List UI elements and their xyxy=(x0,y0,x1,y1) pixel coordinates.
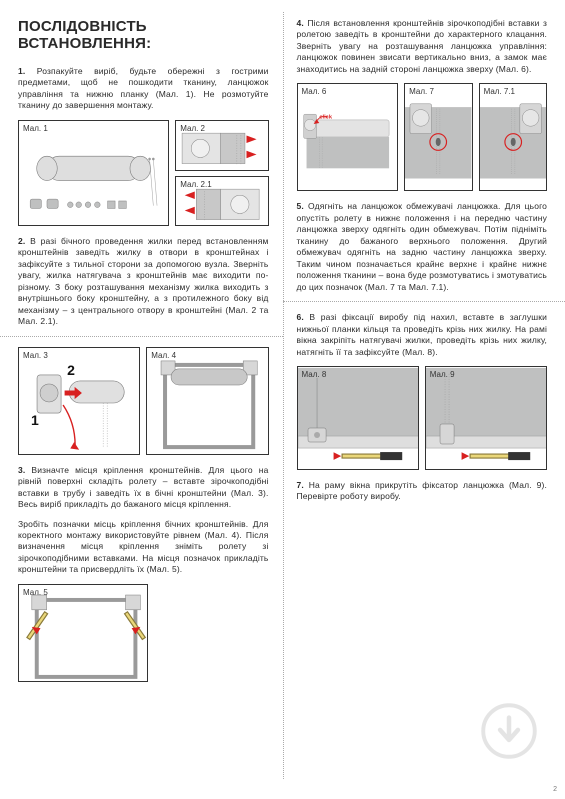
figure-8: Мал. 8 xyxy=(297,366,419,470)
page-number: 2 xyxy=(553,786,557,793)
fig-label: Мал. 9 xyxy=(430,370,455,379)
fig-label: Мал. 4 xyxy=(151,351,176,360)
figure-6: Мал. 6 click xyxy=(297,83,399,191)
fig-label: Мал. 2 xyxy=(180,124,205,133)
watermark-icon xyxy=(481,703,537,759)
step-2-text: 2. В разі бічного проведення жилки перед… xyxy=(18,236,269,328)
figure-4: Мал. 4 xyxy=(146,347,268,455)
fig-label: Мал. 5 xyxy=(23,588,48,597)
fig-label: Мал. 3 xyxy=(23,351,48,360)
fig-label: Мал. 8 xyxy=(302,370,327,379)
svg-text:click: click xyxy=(319,115,332,121)
figure-5: Мал. 5 xyxy=(18,584,148,682)
svg-text:2: 2 xyxy=(67,362,75,378)
figure-9: Мал. 9 xyxy=(425,366,547,470)
fig-label: Мал. 7 xyxy=(409,87,434,96)
step-7-text: 7. На раму вікна прикрутіть фіксатор лан… xyxy=(297,480,548,503)
fig-label: Мал. 2.1 xyxy=(180,180,211,189)
step-3b-text: Зробіть позначки місць кріплення бічних … xyxy=(18,519,269,576)
fig-label: Мал. 1 xyxy=(23,124,48,133)
step-4-text: 4. Після встановлення кронштейнів зірочк… xyxy=(297,18,548,75)
svg-text:1: 1 xyxy=(31,412,39,428)
figure-2-1: Мал. 2.1 xyxy=(175,176,268,227)
figure-2: Мал. 2 xyxy=(175,120,268,171)
figure-7-1: Мал. 7.1 xyxy=(479,83,547,191)
step-6-text: 6. В разі фіксації виробу під нахил, вст… xyxy=(297,312,548,358)
step-5-text: 5. Одягніть на ланцюжок обмежувачі ланцю… xyxy=(297,201,548,293)
figure-1: Мал. 1 xyxy=(18,120,169,226)
figure-3: Мал. 3 1 2 xyxy=(18,347,140,455)
right-column: 4. Після встановлення кронштейнів зірочк… xyxy=(283,0,565,799)
fig-label: Мал. 7.1 xyxy=(484,87,515,96)
step-3a-text: 3. Визначте місця кріплення кронштейнів.… xyxy=(18,465,269,511)
step-1-text: 1. Розпакуйте виріб, будьте обережні з г… xyxy=(18,66,269,112)
figure-7: Мал. 7 xyxy=(404,83,472,191)
left-column: ПОСЛІДОВНІСТЬ ВСТАНОВЛЕННЯ: 1. Розпакуйт… xyxy=(0,0,283,799)
fig-label: Мал. 6 xyxy=(302,87,327,96)
page-title: ПОСЛІДОВНІСТЬ ВСТАНОВЛЕННЯ: xyxy=(18,18,269,52)
